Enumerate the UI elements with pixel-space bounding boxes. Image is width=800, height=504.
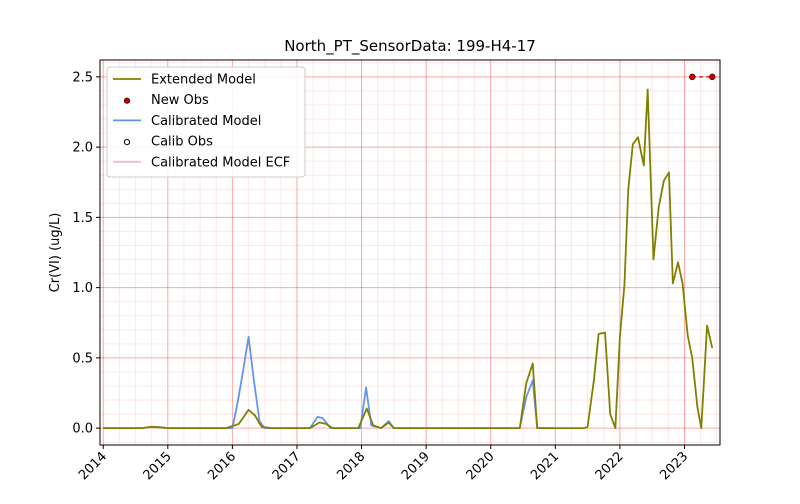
legend-label: Calib Obs: [151, 135, 213, 150]
data-point-new-obs: [689, 73, 696, 81]
legend-box: [106, 66, 306, 178]
y-tick-label: 0.5: [72, 351, 93, 366]
y-tick-label: 0.0: [72, 422, 93, 437]
y-axis-label: Cr(VI) (ug/L): [48, 213, 63, 293]
data-point-new-obs: [709, 73, 716, 81]
legend-swatch-marker: [123, 97, 131, 104]
legend-label: Calibrated Model: [151, 114, 261, 129]
y-tick-label: 2.0: [72, 141, 93, 156]
legend-label: Calibrated Model ECF: [151, 155, 290, 170]
y-tick-label: 1.5: [72, 211, 93, 226]
chart-title: North_PT_SensorData: 199-H4-17: [284, 37, 536, 56]
legend-label: New Obs: [151, 93, 209, 108]
legend-label: Extended Model: [151, 73, 256, 88]
series-line-extended-model: [103, 88, 714, 430]
series-layer: [103, 73, 716, 430]
legend: Extended Model New Obs Calibrated Model Cal…: [106, 66, 306, 178]
y-tick-label: 1.0: [72, 281, 93, 296]
y-tick-label: 2.5: [72, 70, 93, 85]
legend-swatch-marker: [123, 139, 131, 146]
plot-frame: [99, 59, 721, 446]
